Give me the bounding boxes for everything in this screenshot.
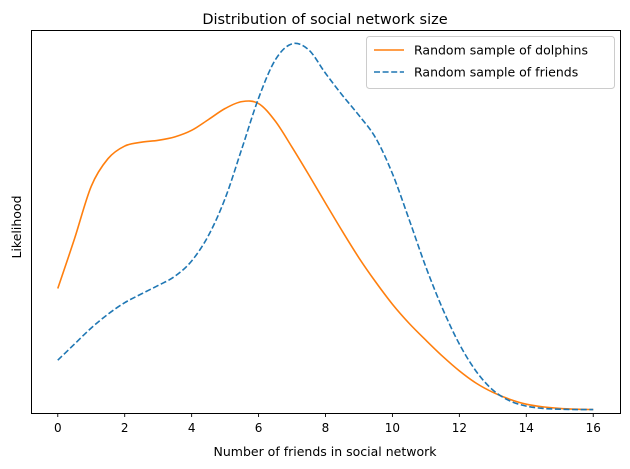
series-layer [57, 42, 594, 411]
x-tick-label: 14 [519, 421, 534, 435]
legend-label-dolphins: Random sample of dolphins [414, 43, 588, 58]
legend: Random sample of dolphins Random sample … [366, 36, 615, 89]
x-tick-label: 12 [452, 421, 467, 435]
x-tick-label: 8 [322, 421, 330, 435]
x-tick-label: 10 [385, 421, 400, 435]
series-line-friends [57, 42, 594, 411]
x-tick-label: 2 [121, 421, 129, 435]
x-axis-ticks: 0 2 4 6 8 10 12 14 16 [54, 413, 601, 435]
y-axis-label: Likelihood [9, 195, 24, 258]
series-line-dolphins [57, 100, 594, 411]
x-axis-label: Number of friends in social network [214, 444, 438, 459]
x-tick-label: 0 [54, 421, 62, 435]
x-tick-label: 6 [255, 421, 263, 435]
x-tick-label: 4 [188, 421, 196, 435]
plot-frame [31, 30, 621, 414]
legend-label-friends: Random sample of friends [414, 65, 578, 80]
x-tick-label: 16 [586, 421, 601, 435]
chart-title: Distribution of social network size [202, 12, 447, 28]
legend-box [366, 36, 615, 89]
